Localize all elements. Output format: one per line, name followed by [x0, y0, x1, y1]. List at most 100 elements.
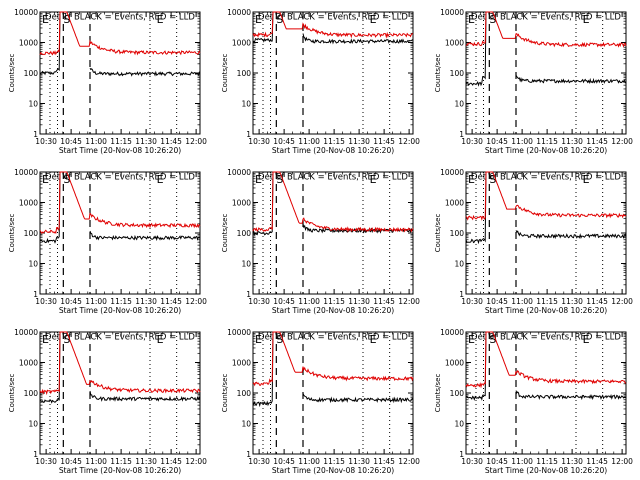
y-tick-label: 100 [237, 69, 252, 78]
y-tick-label: 10000 [227, 168, 251, 177]
y-tick-label: 1000 [19, 199, 38, 208]
x-tick-label: 11:30 [348, 137, 370, 146]
panel-9: Det 9f BLACK = Events, RED = LLD 1 10 100 10… [434, 328, 633, 475]
lld-series-line [252, 331, 414, 387]
events-series-line [252, 331, 414, 408]
plot-frame [252, 171, 414, 295]
y-tick-label: 10000 [227, 8, 251, 17]
y-tick-label: 10000 [14, 168, 38, 177]
lld-series-line [465, 331, 627, 389]
y-tick-label: 100 [24, 389, 39, 398]
eclipse-start-label: E [468, 173, 475, 186]
x-tick-label: 11:30 [348, 457, 370, 466]
y-axis-label: Counts/sec [221, 374, 229, 413]
x-tick-label: 11:15 [110, 297, 132, 306]
panel-6: Det 6f BLACK = Events, RED = LLD 1 10 100 10… [434, 168, 633, 315]
saa-label: S [276, 13, 283, 26]
x-tick-label: 11:30 [561, 137, 583, 146]
x-axis-label: Start Time (20-Nov-08 10:26:20) [272, 306, 394, 315]
x-tick-label: 10:45 [486, 297, 508, 306]
eclipse-start-label: E [468, 13, 475, 26]
y-axis-label: Counts/sec [434, 214, 442, 253]
x-tick-label: 11:00 [85, 457, 107, 466]
y-tick-label: 1000 [445, 39, 464, 48]
panel-title: Det 8f BLACK = Events, RED = LLD [258, 333, 408, 343]
panel-title: Det 7f BLACK = Events, RED = LLD [45, 333, 195, 343]
saa-label: S [276, 173, 283, 186]
panel-title: Det 3f BLACK = Events, RED = LLD [471, 13, 621, 23]
saa-label: S [276, 333, 283, 346]
panel-2: Det 2f BLACK = Events, RED = LLD 1 10 100 10… [221, 8, 420, 155]
events-series-line [39, 171, 201, 244]
eclipse-end-label: E [370, 333, 377, 346]
x-tick-label: 10:45 [60, 457, 82, 466]
x-tick-label: 11:45 [586, 457, 608, 466]
plot-frame [465, 11, 627, 135]
eclipse-end-label: E [370, 173, 377, 186]
saa-label: S [63, 173, 70, 186]
x-tick-label: 12:00 [398, 297, 420, 306]
panel-4: Det 4f BLACK = Events, RED = LLD 1 10 100 10… [8, 168, 207, 315]
x-tick-label: 11:15 [536, 297, 558, 306]
y-tick-label: 1000 [19, 39, 38, 48]
x-tick-label: 10:45 [486, 137, 508, 146]
x-axis-label: Start Time (20-Nov-08 10:26:20) [59, 306, 181, 315]
y-tick-label: 1000 [232, 359, 251, 368]
panel-3: Det 3f BLACK = Events, RED = LLD 1 10 100 10… [434, 8, 633, 155]
x-tick-label: 10:30 [248, 457, 270, 466]
eclipse-start-label: E [42, 13, 49, 26]
y-tick-label: 10000 [14, 328, 38, 337]
panel-5: Det 5f BLACK = Events, RED = LLD 1 10 100 10… [221, 168, 420, 315]
y-tick-label: 10 [28, 100, 38, 109]
x-tick-label: 11:00 [511, 137, 533, 146]
eclipse-end-label: E [583, 13, 590, 26]
y-tick-label: 10000 [14, 8, 38, 17]
panel-7: Det 7f BLACK = Events, RED = LLD 1 10 100 10… [8, 328, 207, 475]
y-tick-label: 100 [24, 69, 39, 78]
lld-series-line [465, 171, 627, 221]
y-axis-label: Counts/sec [8, 54, 16, 93]
y-tick-label: 1 [459, 290, 464, 299]
y-tick-label: 10 [28, 260, 38, 269]
y-axis-label: Counts/sec [434, 374, 442, 413]
x-tick-label: 11:45 [160, 297, 182, 306]
y-tick-label: 100 [450, 229, 465, 238]
y-tick-label: 100 [24, 229, 39, 238]
y-tick-label: 1000 [232, 199, 251, 208]
y-tick-label: 10 [454, 420, 464, 429]
y-tick-label: 100 [237, 229, 252, 238]
x-tick-label: 10:45 [273, 137, 295, 146]
y-tick-label: 1000 [445, 359, 464, 368]
x-tick-label: 10:45 [60, 297, 82, 306]
x-axis-label: Start Time (20-Nov-08 10:26:20) [59, 466, 181, 475]
panel-title: Det 9f BLACK = Events, RED = LLD [471, 333, 621, 343]
panel-1: Det 1f BLACK = Events, RED = LLD 1 10 100 10… [8, 8, 207, 155]
saa-label: S [489, 333, 496, 346]
saa-label: S [489, 173, 496, 186]
x-tick-label: 10:30 [35, 297, 57, 306]
eclipse-start-label: E [42, 333, 49, 346]
eclipse-end-label: E [583, 173, 590, 186]
x-tick-label: 10:30 [248, 297, 270, 306]
eclipse-start-label: E [42, 173, 49, 186]
lld-series-line [39, 171, 201, 235]
x-tick-label: 11:15 [536, 137, 558, 146]
x-tick-label: 10:30 [461, 457, 483, 466]
eclipse-start-label: E [255, 333, 262, 346]
x-axis-label: Start Time (20-Nov-08 10:26:20) [272, 466, 394, 475]
eclipse-start-label: E [255, 13, 262, 26]
panel-title: Det 4f BLACK = Events, RED = LLD [45, 173, 195, 183]
saa-label: S [63, 13, 70, 26]
y-tick-label: 10 [241, 260, 251, 269]
plot-frame [465, 331, 627, 455]
x-tick-label: 11:30 [135, 137, 157, 146]
x-tick-label: 11:00 [298, 137, 320, 146]
lld-series-line [39, 11, 201, 56]
eclipse-start-label: E [255, 173, 262, 186]
x-tick-label: 10:45 [273, 457, 295, 466]
x-tick-label: 10:30 [35, 457, 57, 466]
x-tick-label: 10:45 [273, 297, 295, 306]
x-axis-label: Start Time (20-Nov-08 10:26:20) [272, 146, 394, 155]
x-tick-label: 12:00 [398, 457, 420, 466]
